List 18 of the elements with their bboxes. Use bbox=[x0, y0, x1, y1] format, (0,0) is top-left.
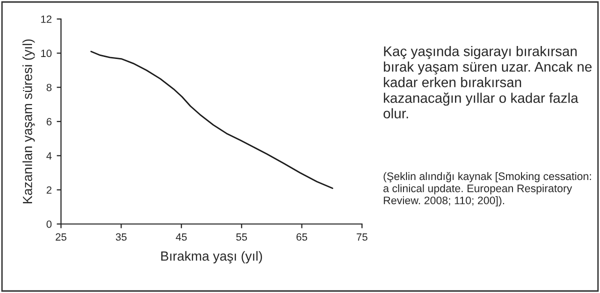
x-tick-label: 55 bbox=[236, 233, 247, 241]
x-tick-label: 65 bbox=[296, 233, 308, 241]
x-tick-label: 75 bbox=[356, 233, 368, 241]
x-tick-label: 35 bbox=[116, 233, 127, 241]
y-axis-title: Kazanılan yaşam süresi (yıl) bbox=[22, 39, 35, 204]
text: Kaç yaşında sigarayı bırakırsan bırak yaşam süren uzar. Ancak ne kadar erken bırakırsan kazanacağın yıllar o kadar fazla olur. bbox=[384, 46, 592, 118]
x-axis-title: Bırakma yaşı (yıl) bbox=[161, 251, 262, 264]
y-tick-label: 4 bbox=[46, 152, 52, 160]
y-tick-label: 10 bbox=[41, 50, 52, 58]
y-tick-label: 0 bbox=[46, 220, 52, 228]
y-tick-label: 8 bbox=[46, 84, 52, 92]
x-tick-label: 25 bbox=[56, 233, 66, 241]
y-tick-label: 12 bbox=[41, 16, 52, 23]
line-series bbox=[90, 50, 334, 189]
y-tick-label: 6 bbox=[46, 118, 52, 126]
x-tick-label: 45 bbox=[176, 233, 187, 241]
text: (Şeklin alındığı kaynak [Smoking cessation: a clinical update. European Respiratory Review. 2008; 110; 200]). bbox=[383, 172, 591, 206]
y-tick-label: 2 bbox=[46, 186, 52, 194]
